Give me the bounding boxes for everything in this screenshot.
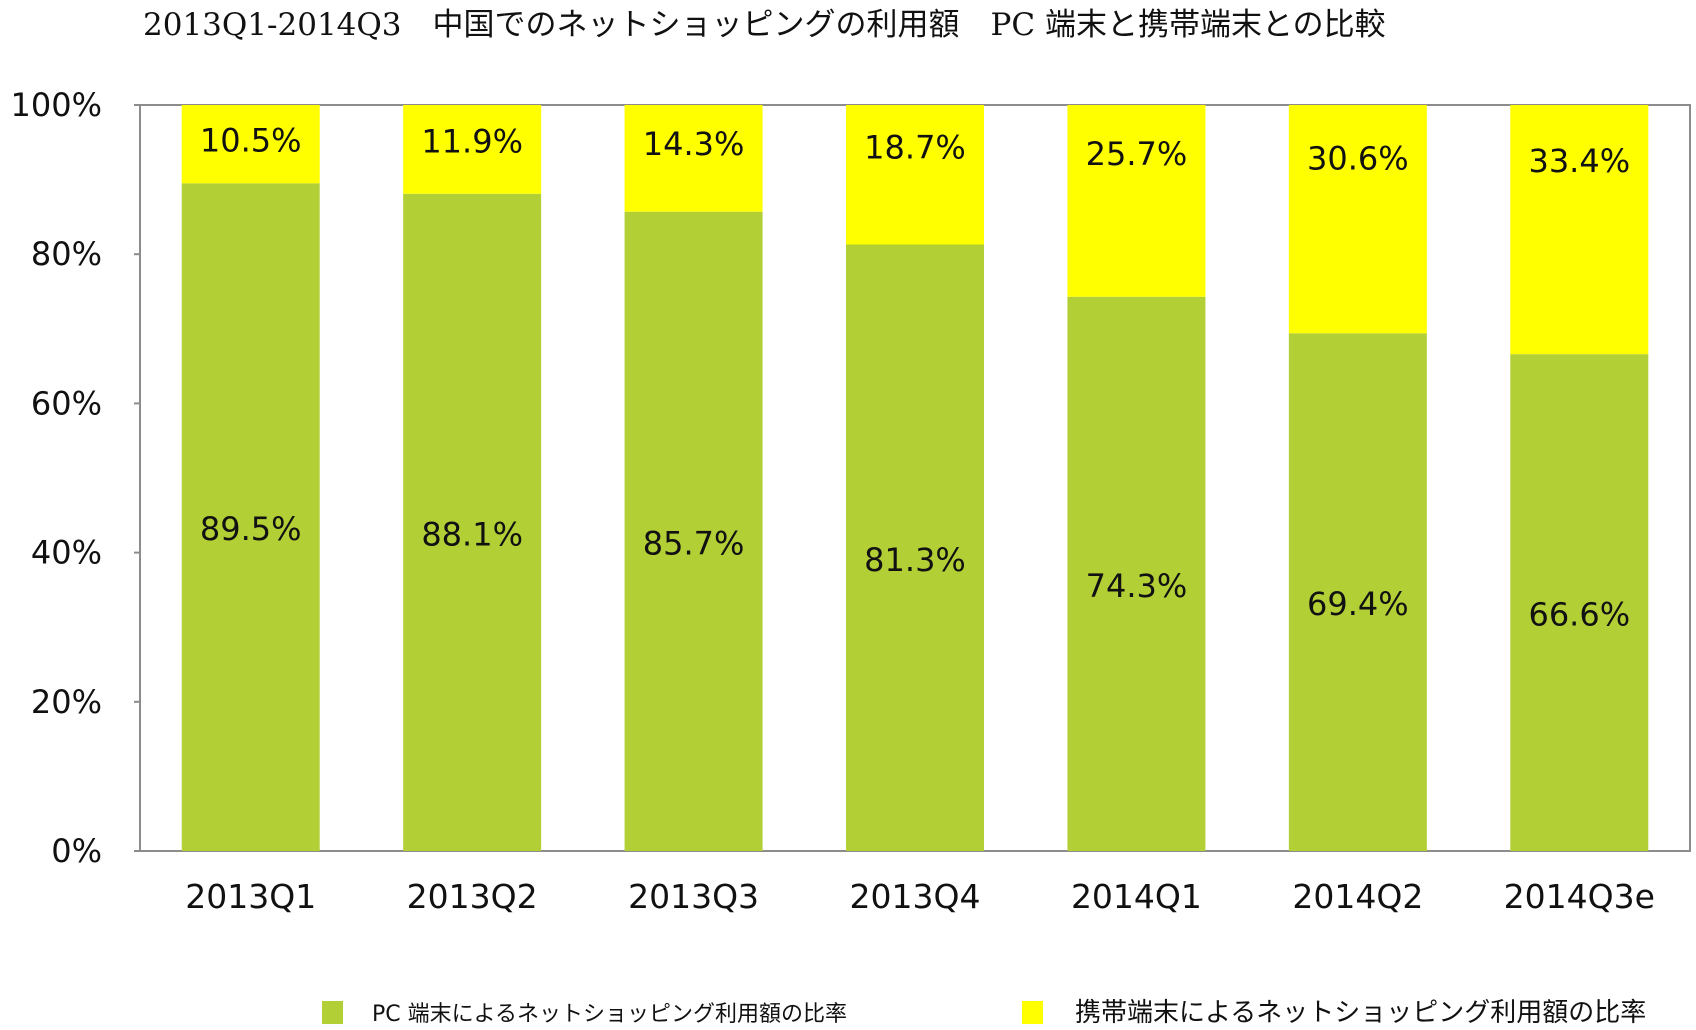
x-tick-label: 2014Q2 [1292,877,1423,916]
bar-segment-mobile-2013Q1 [181,105,320,184]
y-tick-label: 40% [31,534,102,572]
legend-swatch-pc [322,1001,343,1024]
data-label-pc-2013Q1: 89.5% [200,510,302,548]
data-label-pc-2013Q4: 81.3% [864,541,966,579]
data-label-pc-2014Q2: 69.4% [1307,585,1409,623]
data-label-mobile-2014Q3e: 33.4% [1528,142,1630,180]
bar-segment-pc-2014Q1 [1067,296,1206,851]
data-label-mobile-2013Q1: 10.5% [200,121,302,159]
y-tick-label: 60% [31,384,102,422]
bars-layer [181,105,1649,852]
chart-title: 2013Q1-2014Q3 中国でのネットショッピングの利用額 PC 端末と携帯… [143,7,1386,43]
bar-segment-pc-2013Q3 [624,211,763,852]
y-tick-label: 80% [31,235,102,273]
x-axis: 2013Q1 2013Q2 2013Q3 2013Q4 2014Q1 2014Q2 2014… [185,877,1655,916]
bar-segment-mobile-2014Q1 [1067,105,1206,297]
y-axis: 0% 20% 40% 60% 80% 100% [11,86,140,870]
legend-label-mobile: 携帯端末によるネットショッピング利用額の比率 [1075,998,1646,1028]
x-tick-label: 2013Q1 [185,877,316,916]
bar-segment-mobile-2014Q2 [1288,105,1427,334]
legend: PC 端末によるネットショッピング利用額の比率 携帯端末によるネットショッピング利… [322,998,1646,1028]
bar-segment-pc-2014Q3e [1510,354,1649,851]
bar-segment-mobile-2013Q2 [403,105,542,194]
x-tick-label: 2013Q3 [628,877,759,916]
y-tick-label: 20% [31,683,102,721]
bar-segment-mobile-2013Q3 [624,105,763,212]
x-tick-label: 2013Q4 [850,877,981,916]
bar-segment-pc-2013Q1 [181,183,320,851]
x-tick-label: 2013Q2 [407,877,538,916]
data-label-pc-2013Q2: 88.1% [421,515,523,553]
bar-segment-mobile-2013Q4 [846,105,984,245]
legend-label-pc: PC 端末によるネットショッピング利用額の比率 [372,1002,847,1027]
data-label-mobile-2013Q4: 18.7% [864,129,966,167]
data-label-mobile-2014Q1: 25.7% [1086,135,1188,173]
y-tick-label: 100% [11,86,102,124]
bar-segment-pc-2013Q2 [403,193,542,852]
bar-segment-mobile-2014Q3e [1510,105,1649,355]
y-tick-label: 0% [51,832,102,870]
bar-segment-pc-2014Q2 [1288,333,1427,851]
data-label-mobile-2013Q2: 11.9% [421,123,523,161]
data-label-mobile-2013Q3: 14.3% [643,125,745,163]
x-tick-label: 2014Q1 [1071,877,1202,916]
x-tick-label: 2014Q3e [1504,877,1655,916]
legend-swatch-mobile [1022,1001,1043,1024]
data-label-pc-2013Q3: 85.7% [643,524,745,562]
data-label-mobile-2014Q2: 30.6% [1307,139,1409,177]
bar-segment-pc-2013Q4 [846,244,984,851]
data-label-pc-2014Q3e: 66.6% [1528,596,1630,634]
data-label-pc-2014Q1: 74.3% [1086,567,1188,605]
data-labels-layer: 89.5% 10.5% 88.1% 11.9% 85.7% 14.3% 81.3% 18.7%… [200,121,1630,633]
